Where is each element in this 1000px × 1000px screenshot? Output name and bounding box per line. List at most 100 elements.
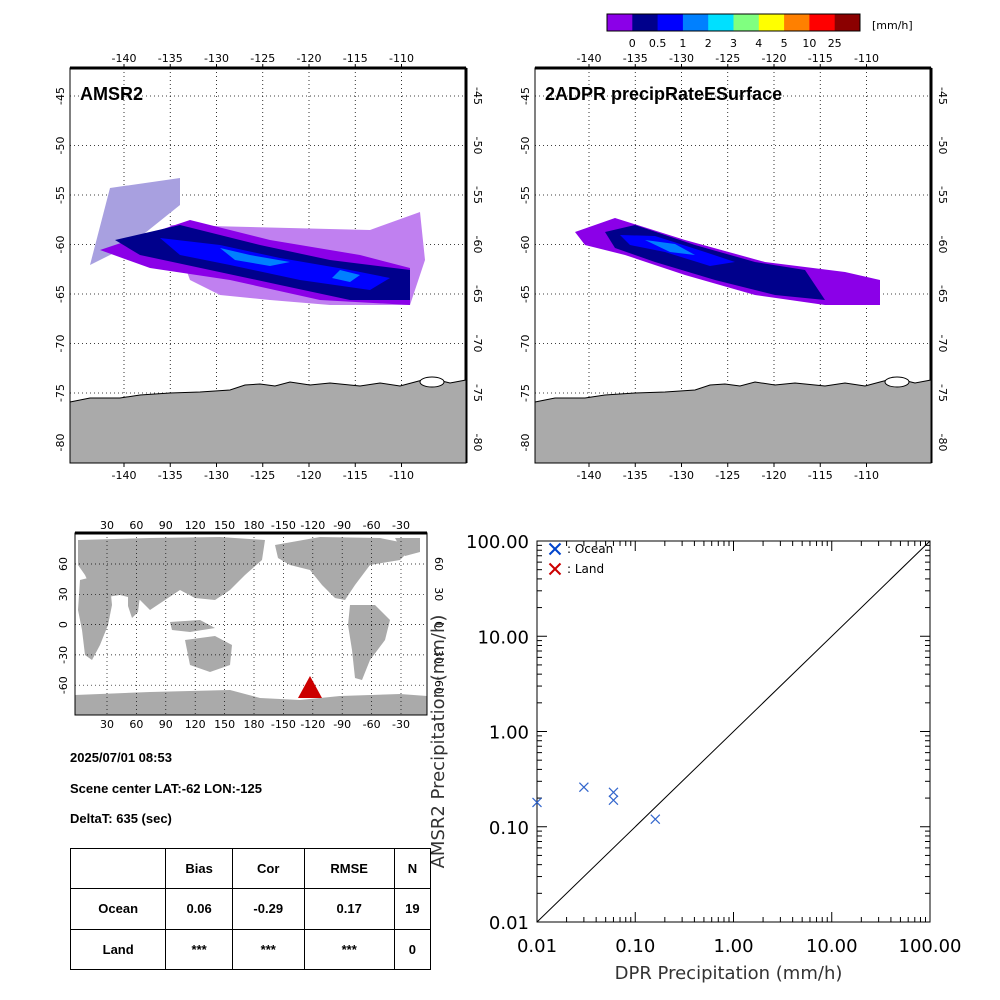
dpr-map-frame: [534, 67, 932, 464]
stats-table: Bias Cor RMSE N Ocean 0.06 -0.29 0.17 19…: [69, 847, 432, 971]
map-lon-label-top: -110: [854, 52, 879, 65]
map-lat-label-left: -45: [519, 87, 532, 105]
x-tick-label: 100.00: [899, 936, 962, 957]
stats-cell: 0: [393, 928, 432, 971]
y-axis-label: AMSR2 Precipitation (mm/h): [428, 615, 449, 869]
scene-center-text: Scene center LAT:-62 LON:-125: [70, 781, 262, 796]
map-lon-label-bottom: -140: [112, 469, 137, 482]
ice-shelf: [419, 376, 445, 388]
legend-entry: : Ocean: [548, 542, 613, 556]
map-lat-label-left: -75: [519, 384, 532, 402]
map-lat-label-right: -80: [936, 434, 949, 452]
colorbar-tick-label: 3: [730, 37, 737, 50]
colorbar-frame: [606, 13, 861, 32]
stats-header-row: Bias Cor RMSE N: [69, 847, 432, 890]
world-lon-label-bottom: -60: [363, 718, 381, 731]
map-lat-label-right: -45: [936, 87, 949, 105]
map-lon-label-bottom: -130: [204, 469, 229, 482]
greenland-land: [395, 538, 420, 556]
world-lat-label-left: -60: [57, 676, 70, 694]
stats-ocean-row: Ocean 0.06 -0.29 0.17 19: [69, 888, 432, 930]
y-tick-label: 100.00: [466, 532, 529, 553]
stats-header-cell: N: [393, 847, 432, 890]
world-lon-label-bottom: -120: [300, 718, 325, 731]
map-lat-label-right: -60: [471, 236, 484, 254]
world-lon-label-bottom: 30: [100, 718, 114, 731]
map-lat-label-left: -60: [54, 236, 67, 254]
world-lat-label-left: 60: [57, 557, 70, 571]
map-lon-label-bottom: -120: [297, 469, 322, 482]
y-tick-label: 10.00: [477, 627, 529, 648]
map-lat-label-left: -50: [519, 137, 532, 155]
map-lon-label-top: -120: [762, 52, 787, 65]
stats-cell: Land: [69, 928, 167, 971]
map-lat-label-left: -80: [519, 434, 532, 452]
world-lon-label-top: -120: [300, 519, 325, 532]
continents: [75, 537, 427, 715]
map-lat-label-right: -50: [936, 137, 949, 155]
colorbar-unit: [mm/h]: [872, 19, 913, 32]
india-land: [128, 596, 140, 618]
world-lon-label-top: 180: [244, 519, 265, 532]
world-lat-label-right: 60: [432, 557, 445, 571]
south-america-land: [348, 605, 390, 680]
colorbar-tick-label: 0: [629, 37, 636, 50]
stats-land-row: Land *** *** *** 0: [69, 928, 432, 971]
one-to-one-line: [536, 540, 931, 923]
map-lon-label-top: -130: [204, 52, 229, 65]
map-lon-label-bottom: -110: [389, 469, 414, 482]
map-lon-label-bottom: -125: [250, 469, 275, 482]
map-lon-label-top: -115: [343, 52, 368, 65]
stats-cell: -0.29: [231, 888, 305, 930]
precip-band: [220, 248, 290, 266]
scatter-point-ocean: [578, 782, 589, 793]
legend-marker: [548, 542, 562, 556]
map-lon-label-top: -115: [808, 52, 833, 65]
legend-label: : Ocean: [567, 542, 613, 556]
north-america-land: [275, 537, 415, 600]
map-lat-label-left: -75: [54, 384, 67, 402]
map-lat-label-left: -55: [54, 186, 67, 204]
world-lon-label-top: 60: [129, 519, 143, 532]
colorbar-tick-label: 10: [802, 37, 816, 50]
stats-cell: ***: [165, 928, 233, 971]
colorbar-tick-label: 5: [781, 37, 788, 50]
world-lon-label-bottom: 180: [244, 718, 265, 731]
colorbar-swatch: [632, 14, 659, 31]
dpr-map-panel: -140 -140 -135 -135 -130 -130 -125 -125 -120 -120…: [519, 52, 949, 482]
colorbar-swatch: [784, 14, 810, 31]
map-lon-label-top: -130: [669, 52, 694, 65]
world-lon-label-top: 150: [214, 519, 235, 532]
map-lat-label-right: -55: [936, 186, 949, 204]
x-tick-label: 0.01: [517, 936, 557, 957]
map-lat-label-right: -75: [936, 384, 949, 402]
legend-label: : Land: [567, 562, 604, 576]
colorbar-swatch: [733, 14, 760, 31]
map-lat-label-right: -65: [471, 285, 484, 303]
colorbar: 0 0.5 1 2 3 4 5 10 25 [mm/h]: [606, 13, 913, 50]
world-lon-label-top: -30: [392, 519, 410, 532]
world-lon-label-top: 90: [159, 519, 173, 532]
colorbar-tick-label: 4: [755, 37, 762, 50]
scatter-point-ocean: [532, 797, 542, 808]
map-lat-label-left: -70: [54, 335, 67, 353]
stats-header-cell: Cor: [231, 847, 305, 890]
world-lon-label-bottom: -150: [271, 718, 296, 731]
map-lat-label-right: -70: [471, 335, 484, 353]
precip-band: [645, 240, 695, 255]
colorbar-swatch: [682, 14, 709, 31]
legend-marker: [548, 562, 562, 576]
map-lat-label-left: -70: [519, 335, 532, 353]
stats-cell: 19: [393, 888, 432, 930]
antarctica-landmass-dpr: [534, 377, 932, 464]
map-lat-label-right: -65: [936, 285, 949, 303]
stats-header-cell: Bias: [165, 847, 233, 890]
world-lat-label-left: 30: [57, 587, 70, 601]
x-tick-label: 10.00: [806, 936, 858, 957]
colorbar-tick-label: 25: [828, 37, 842, 50]
map-lon-label-bottom: -120: [762, 469, 787, 482]
world-lon-label-bottom: -30: [392, 718, 410, 731]
colorbar-swatch: [657, 14, 684, 31]
map-lon-label-bottom: -140: [577, 469, 602, 482]
ice-shelf-dpr: [884, 376, 910, 388]
